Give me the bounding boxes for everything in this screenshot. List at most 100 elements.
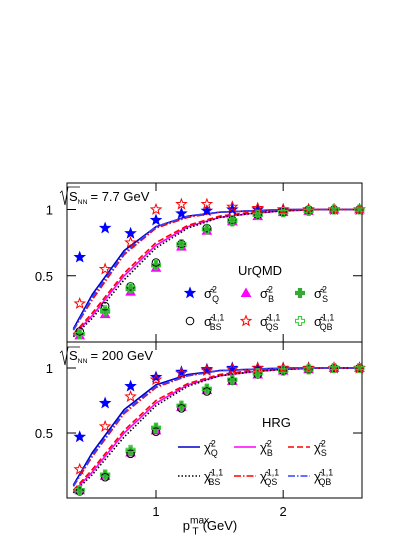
star-marker [149, 373, 163, 386]
legend-label-part: σ̂ [260, 314, 271, 329]
star-marker [124, 235, 137, 248]
star-marker [98, 221, 112, 234]
legend-label-part: Q [212, 294, 219, 304]
model-label: UrQMD [238, 263, 282, 278]
star-marker [200, 362, 214, 375]
star-marker [175, 365, 188, 378]
cross-marker [201, 383, 212, 394]
x-axis-label: pmax T (GeV) [183, 516, 238, 537]
legend-label-part: QS [265, 477, 278, 487]
legend-label-part: χ̂ [314, 440, 324, 455]
sqrt-sign [59, 186, 80, 206]
cross-marker [151, 422, 162, 433]
x-axis-label-part: p [183, 518, 190, 533]
legend-label-part: σ̂ [314, 286, 325, 301]
legend-label: σ̂1,1 QS [260, 313, 280, 332]
legend-label: χ̂1,1 QB [314, 468, 333, 487]
legend-marker [239, 314, 253, 327]
energy-annotation-part: = 7.7 GeV [91, 189, 150, 204]
star-marker [149, 370, 163, 383]
circle-marker [278, 366, 288, 375]
circle-marker [75, 327, 85, 336]
legend-label-part: χ̂ [204, 440, 214, 455]
cross-marker [100, 469, 111, 480]
legend-label-part: χ̂ [260, 469, 270, 484]
legend-label-part: 1,1 [321, 468, 333, 478]
cross-marker [201, 224, 212, 235]
star-marker [200, 363, 214, 376]
legend-label-part: σ̂ [204, 286, 215, 301]
star-marker [251, 361, 265, 374]
legend-marker [295, 288, 305, 298]
legend-label-part: BS [210, 322, 222, 332]
cross-marker [74, 329, 85, 340]
circle-marker [126, 449, 135, 459]
star-marker [149, 213, 163, 226]
star-marker [124, 379, 137, 392]
legend-label-part: 1,1 [322, 313, 334, 323]
legend-marker [240, 287, 252, 297]
legend-label-part: 1,1 [211, 468, 223, 478]
legend-label: χ̂2 Q [204, 439, 218, 458]
star-marker [276, 361, 290, 374]
cross-marker [303, 364, 314, 375]
legend-label-part: 2 [322, 285, 327, 295]
star-marker [73, 296, 87, 309]
legend-label-part: B [267, 448, 273, 458]
star-marker [98, 262, 112, 275]
star-marker [124, 226, 137, 239]
curve [72, 208, 360, 330]
circle-marker [100, 472, 110, 482]
cross-marker [278, 207, 289, 218]
legend-label: χ̂1,1 QS [260, 468, 279, 487]
legend-label-part: 2 [212, 285, 217, 295]
circle-marker [151, 427, 161, 437]
legend-label-part: 1,1 [268, 313, 280, 323]
star-marker [175, 206, 188, 219]
legend-label-part: χ̂ [260, 440, 270, 455]
circle-marker [177, 404, 186, 413]
legend-label-part: 2 [267, 439, 272, 449]
cross-marker [100, 305, 111, 316]
legend-label-part: B [268, 294, 274, 304]
cross-marker [74, 485, 85, 496]
curve [72, 208, 360, 331]
star-marker [98, 396, 112, 409]
energy-annotation-part: NN [78, 199, 88, 206]
legend-label-part: 2 [321, 439, 326, 449]
cross-marker [278, 365, 289, 376]
star-marker [175, 197, 188, 210]
circle-marker [177, 239, 186, 249]
legend-label-part: S [321, 448, 327, 458]
energy-annotation-part: S [69, 348, 78, 363]
legend-label-part: σ̂ [314, 314, 325, 329]
energy-annotation: SNN = 200 GeV [69, 348, 153, 365]
cross-marker [176, 238, 187, 249]
star-marker [73, 250, 87, 263]
cross-marker [125, 444, 136, 455]
cross-marker [176, 400, 187, 411]
legend-label: χ̂2 S [314, 439, 327, 458]
y-tick-label: 0.5 [35, 269, 53, 284]
x-tick-label: 2 [280, 504, 287, 519]
cross-marker [354, 204, 365, 215]
legend-label-part: σ̂ [204, 314, 215, 329]
legend-label-part: QB [320, 322, 333, 332]
legend-label-part: 1,1 [267, 468, 279, 478]
cross-marker [252, 368, 263, 379]
circle-marker [151, 258, 161, 267]
y-tick-label: 0.5 [35, 426, 53, 441]
model-label: HRG [262, 415, 291, 430]
star-marker [175, 366, 188, 379]
legend-marker [183, 286, 197, 299]
legend-label-part: BS [209, 477, 221, 487]
legend-label-part: QB [319, 477, 332, 487]
legend-label: σ̂2 B [260, 285, 274, 304]
curve [72, 208, 360, 338]
cross-marker [151, 260, 162, 271]
star-marker [98, 419, 112, 432]
cross-marker [252, 209, 263, 220]
legend-label: σ̂1,1 QB [314, 313, 334, 332]
circle-marker [228, 215, 237, 225]
